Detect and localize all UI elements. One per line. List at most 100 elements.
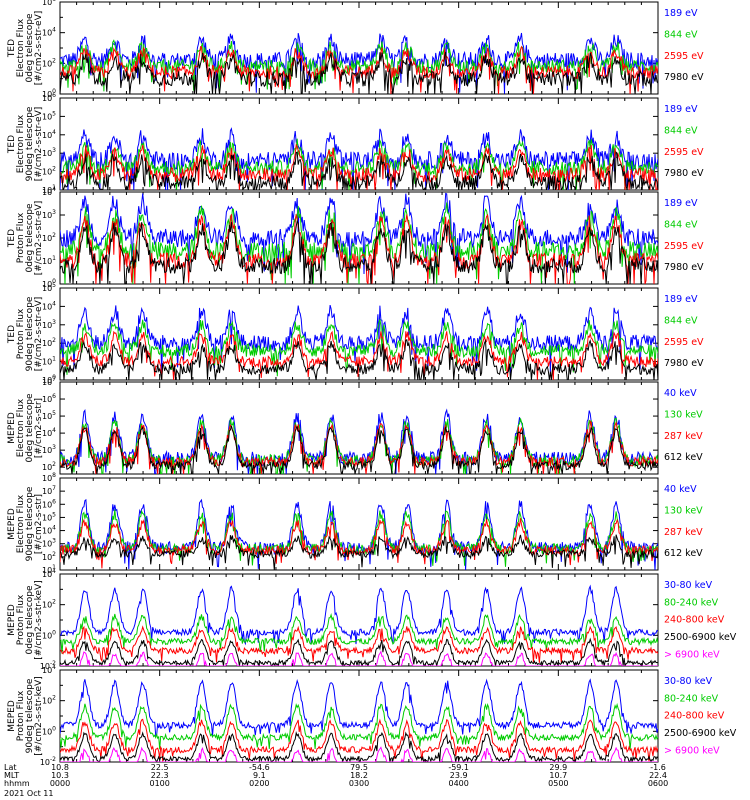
- y-axis-label-line: [#/cm2-s-str-keV]: [34, 580, 44, 659]
- series-line: [60, 219, 658, 284]
- series-line: [60, 534, 658, 570]
- y-axis-label-line: Proton Flux: [16, 690, 26, 741]
- series-line: [60, 678, 658, 737]
- panel-4: 100 101 102 103 104 105 TED Proton Flux 90deg te…: [7, 282, 704, 385]
- legend-entry: 844 eV: [664, 29, 698, 40]
- x-tick-label-lat: -1.6: [650, 763, 666, 772]
- legend-entry: 30-80 keV: [664, 580, 713, 591]
- x-tick-label-mlt: 9.1: [253, 771, 266, 780]
- legend-entry: 2500-6900 keV: [664, 632, 737, 643]
- y-axis-label-line: TED: [7, 325, 17, 344]
- legend-entry: 2500-6900 keV: [664, 728, 737, 739]
- series-line: [60, 202, 658, 284]
- x-tick-label-mlt: 10.3: [51, 771, 69, 780]
- y-tick-label: 101: [42, 564, 56, 575]
- series-line: [60, 425, 658, 474]
- legend-entry: 7980 eV: [664, 358, 704, 369]
- panel-7: 10-2 100 102 104 MEPED Proton Flux 0deg telesc…: [7, 568, 737, 671]
- series-line: [60, 718, 658, 762]
- legend-entry: 189 eV: [664, 198, 698, 209]
- y-tick-label: 104: [42, 300, 56, 311]
- x-tick-label-lat: 22.5: [151, 763, 169, 772]
- legend-entry: 612 keV: [664, 452, 703, 463]
- legend-entry: > 6900 keV: [664, 649, 720, 660]
- y-tick-label: 103: [42, 147, 56, 158]
- panel-2: 101 102 103 104 105 106 TED Electron Flux 90deg …: [7, 92, 704, 195]
- y-axis-label-line: MEPED: [7, 604, 17, 636]
- y-tick-label: 100: [42, 278, 56, 289]
- y-tick-label: 106: [42, 92, 56, 103]
- legend-entry: > 6900 keV: [664, 745, 720, 756]
- y-tick-label: 102: [42, 695, 56, 706]
- series-line: [60, 419, 658, 474]
- y-axis-label-line: Proton Flux: [16, 594, 26, 645]
- y-axis-label-line: Proton Flux: [16, 308, 26, 359]
- legend-entry: 7980 eV: [664, 168, 704, 179]
- y-tick-label: 101: [42, 356, 56, 367]
- series-line: [60, 304, 658, 374]
- legend-entry: 2595 eV: [664, 147, 704, 158]
- panel-8: 10-2 100 102 104 MEPED Proton Flux 90deg teles…: [7, 664, 737, 767]
- x-tick-label-hhmm: 0600: [648, 779, 668, 788]
- legend-entry: 240-800 keV: [664, 711, 725, 722]
- legend-entry: 612 keV: [664, 548, 703, 559]
- y-axis-label-line: Electron Flux: [16, 114, 26, 173]
- y-axis-label-line: [#/cm2-s-str-eV]: [34, 297, 44, 372]
- y-axis-label-line: 0deg telescope: [25, 203, 35, 273]
- legend-entry: 287 keV: [664, 527, 703, 538]
- y-tick-label: 100: [42, 725, 56, 736]
- series-line: [60, 408, 658, 474]
- x-tick-label-lat: 29.9: [549, 763, 567, 772]
- legend-entry: 844 eV: [664, 219, 698, 230]
- y-axis-label-line: [#/cm2-s-str-eV]: [34, 11, 44, 86]
- y-axis-label-line: MEPED: [7, 412, 17, 444]
- legend-entry: 2595 eV: [664, 337, 704, 348]
- y-tick-label: 10-2: [40, 756, 56, 767]
- y-tick-label: 104: [42, 27, 56, 38]
- series-line: [60, 192, 658, 275]
- legend-entry: 80-240 keV: [664, 693, 719, 704]
- series-line: [60, 330, 658, 380]
- x-tick-label-mlt: 23.9: [450, 771, 468, 780]
- y-tick-label: 105: [42, 511, 56, 522]
- series-line: [60, 498, 658, 570]
- y-axis-label-line: MEPED: [7, 508, 17, 540]
- y-tick-label: 106: [42, 393, 56, 404]
- y-axis-label-line: Proton Flux: [16, 212, 26, 263]
- y-axis-label-line: TED: [7, 229, 17, 248]
- series-line: [60, 127, 658, 190]
- series-line: [60, 143, 658, 190]
- panel-5: 102 103 104 105 106 107 MEPED Electron Flux 0deg…: [7, 376, 703, 475]
- y-axis-label-line: [#/cm2-s-str-eV]: [34, 201, 44, 276]
- legend-entry: 2595 eV: [664, 241, 704, 252]
- y-axis-label-line: 90deg telescope: [25, 486, 35, 561]
- y-tick-label: 102: [42, 57, 56, 68]
- y-tick-label: 101: [42, 255, 56, 266]
- y-axis-label-line: [#/cm2-s-str]: [34, 494, 44, 554]
- x-tick-label-mlt: 22.4: [649, 771, 667, 780]
- x-tick-label-mlt: 10.7: [549, 771, 567, 780]
- series-line: [60, 702, 658, 750]
- series-line: [60, 584, 658, 646]
- y-axis-label-line: 90deg telescope: [25, 678, 35, 753]
- series-line: [60, 625, 658, 663]
- y-tick-label: 104: [42, 664, 56, 675]
- panel-3: 100 101 102 103 104 TED Proton Flux 0deg telesc…: [7, 186, 704, 289]
- y-tick-label: 102: [42, 232, 56, 243]
- x-tick-label-lat: 10.8: [51, 763, 69, 772]
- legend-entry: 30-80 keV: [664, 676, 713, 687]
- y-axis-label-line: [#/cm2-s-str-eV]: [34, 107, 44, 182]
- x-tick-label-hhmm: 0100: [149, 779, 169, 788]
- legend-entry: 2595 eV: [664, 51, 704, 62]
- y-axis-label-line: TED: [7, 135, 17, 154]
- x-axis-row-label: MLT: [4, 771, 19, 780]
- x-tick-label-lat: -54.6: [249, 763, 270, 772]
- y-tick-label: 105: [42, 110, 56, 121]
- y-axis-label-line: Electron Flux: [16, 18, 26, 77]
- y-axis-label-line: 0deg telescope: [25, 393, 35, 463]
- y-axis-label-line: Electron Flux: [16, 398, 26, 457]
- y-tick-label: 103: [42, 209, 56, 220]
- legend-entry: 189 eV: [664, 294, 698, 305]
- y-tick-label: 102: [42, 461, 56, 472]
- legend-entry: 7980 eV: [664, 262, 704, 273]
